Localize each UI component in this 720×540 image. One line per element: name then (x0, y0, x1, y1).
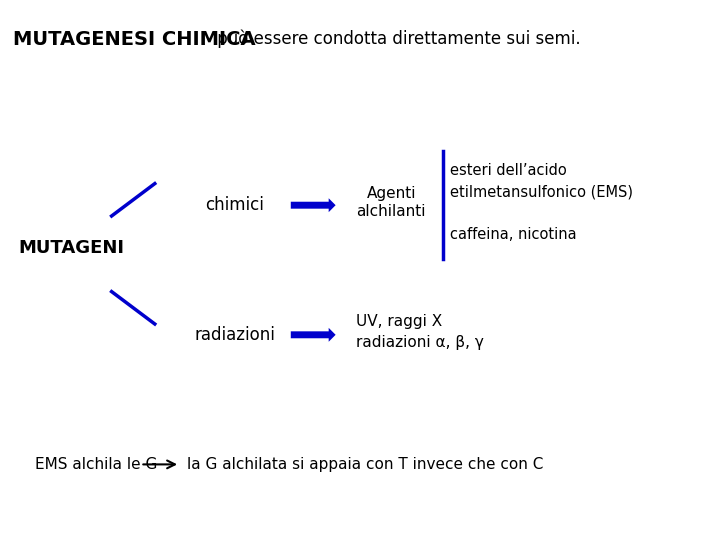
Text: radiazioni α, β, γ: radiazioni α, β, γ (356, 335, 485, 350)
Text: chimici: chimici (205, 196, 264, 214)
Text: radiazioni: radiazioni (194, 326, 275, 344)
Text: UV, raggi X: UV, raggi X (356, 314, 443, 329)
Text: esteri dell’acido: esteri dell’acido (450, 163, 567, 178)
Text: caffeina, nicotina: caffeina, nicotina (450, 227, 577, 242)
Text: EMS alchila le G: EMS alchila le G (35, 457, 157, 472)
Text: può essere condotta direttamente sui semi.: può essere condotta direttamente sui sem… (212, 30, 581, 48)
Text: etilmetansulfonico (EMS): etilmetansulfonico (EMS) (450, 184, 633, 199)
Text: la G alchilata si appaia con T invece che con C: la G alchilata si appaia con T invece ch… (187, 457, 544, 472)
Text: MUTAGENI: MUTAGENI (18, 239, 124, 258)
Text: MUTAGENESI CHIMICA: MUTAGENESI CHIMICA (13, 30, 256, 49)
Text: Agenti
alchilanti: Agenti alchilanti (356, 186, 426, 219)
